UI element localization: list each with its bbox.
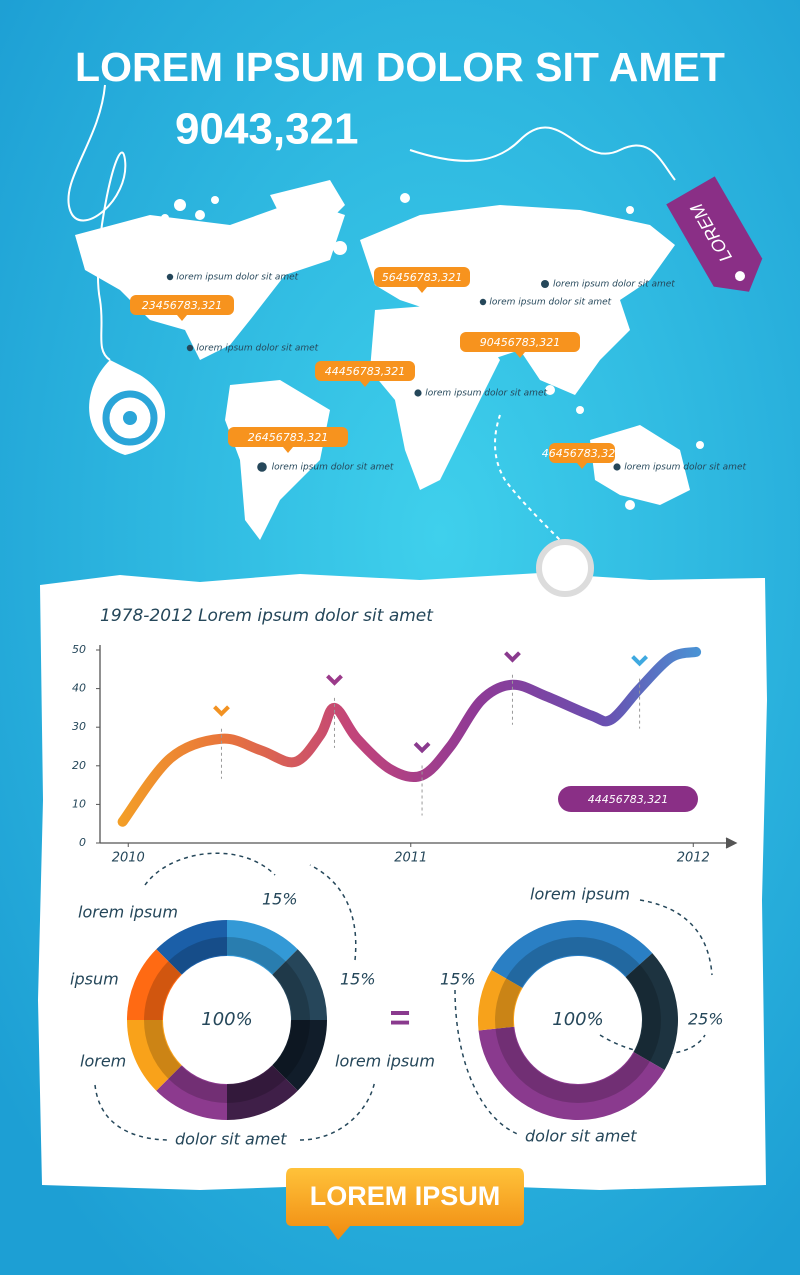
x-tick-label: 2010 [112,851,145,866]
button-label[interactable]: LOREM IPSUM [310,1181,501,1211]
value-pill [460,332,580,352]
donut-segment [477,970,523,1031]
donut-label: lorem ipsum [335,1052,435,1071]
line-chart: 0 10 20 30 40 50 2010 2011 2012 44456783,321 [72,643,710,866]
pill-pointer [283,447,293,453]
donut-label: dolor sit amet [175,1130,287,1149]
donut-segment [227,920,298,975]
marker [326,674,343,686]
donut-segment [156,920,227,975]
pill-pointer [577,463,587,469]
value-pill [228,427,348,447]
donut-segment [156,1065,227,1120]
note-dot [613,463,621,471]
y-tick-label: 0 [79,836,86,849]
y-tick-label: 10 [72,797,86,810]
map-notes: lorem ipsum dolor sit amet lorem ipsum do… [166,273,746,473]
pill-pointer [417,287,427,293]
annotations: lorem ipsum 15% ipsum 15% lorem lorem ip… [70,885,724,1149]
axes [99,645,738,849]
donut-shade [144,937,310,1103]
note-dot [257,462,267,472]
note: lorem ipsum dolor sit amet [176,273,298,283]
x-tick-label: 2011 [394,851,427,866]
line-chart-title: 1978-2012 Lorem ipsum dolor sit amet [100,606,434,626]
value-label: 44456783,321 [325,365,405,378]
value-pill [315,361,415,381]
donut-center: 100% [552,1009,603,1030]
donut-segment [227,1065,298,1120]
note-dot [186,344,194,352]
value-pill [130,295,234,315]
pill-pointer [515,352,525,358]
donut-segment [127,1020,182,1091]
note-dot [166,273,174,281]
line [117,646,702,827]
target-pin [89,360,166,455]
donut-segment [272,1020,327,1091]
y-tick-label: 40 [72,682,86,695]
title: LOREM IPSUM DOLOR SIT AMET [75,44,725,90]
value-label: 26456783,321 [248,431,328,444]
pill-pointer [360,381,370,387]
card-ring [536,539,594,597]
button[interactable]: LOREM IPSUM [286,1168,524,1240]
donut-label: lorem ipsum [530,885,630,904]
donut-label: lorem ipsum [78,903,178,922]
donut-label: 25% [688,1010,724,1029]
note-dot [541,280,549,288]
headline-number: 9043,321 [175,105,359,154]
value-label: 46456783,321 [542,447,622,460]
donut-segment [491,920,653,988]
donut-label: dolor sit amet [525,1127,637,1146]
pill-pointer [177,315,187,321]
x-tick-label: 2012 [677,851,710,866]
value-label: 90456783,321 [480,336,560,349]
value-label: 56456783,321 [382,271,462,284]
value-label: 23456783,321 [142,299,222,312]
value-pill [549,443,615,463]
note-dot [414,389,422,397]
y-tick-label: 50 [72,643,86,656]
note: lorem ipsum dolor sit amet [272,463,394,473]
equals-sign: = [389,997,410,1038]
value-pill [374,267,470,287]
donut-label: ipsum [70,970,119,989]
donut-segment [272,949,327,1020]
world-map [75,180,704,540]
donut-segment [478,1026,665,1120]
marker [631,655,649,667]
marker [213,705,230,717]
donut-label: 15% [262,890,298,909]
marker [504,651,521,663]
card [38,573,767,1190]
note: lorem ipsum dolor sit amet [196,344,318,354]
donuts: 100% 100% [127,920,678,1120]
y-tick-label: 30 [72,720,86,733]
marker [413,742,431,754]
donut-segment [625,953,678,1070]
note: lorem ipsum dolor sit amet [489,298,611,308]
donut-label: 15% [340,970,376,989]
annotation: 44456783,321 [588,793,668,806]
donut-label: lorem [80,1052,126,1071]
note: lorem ipsum dolor sit amet [425,389,547,399]
donut-label: 15% [440,970,476,989]
y-tick-label: 20 [72,759,86,772]
threads [67,84,676,546]
note: lorem ipsum dolor sit amet [553,280,675,290]
note-dot [479,298,487,306]
donut-center: 100% [201,1009,252,1030]
donut-segment [127,949,182,1020]
note: lorem ipsum dolor sit amet [624,463,746,473]
donut-shade [495,937,661,1103]
price-tag: LOREM [666,176,763,292]
map-values: 23456783,321 56456783,321 90456783,321 4445… [130,267,622,469]
annotation-pill [558,786,698,812]
